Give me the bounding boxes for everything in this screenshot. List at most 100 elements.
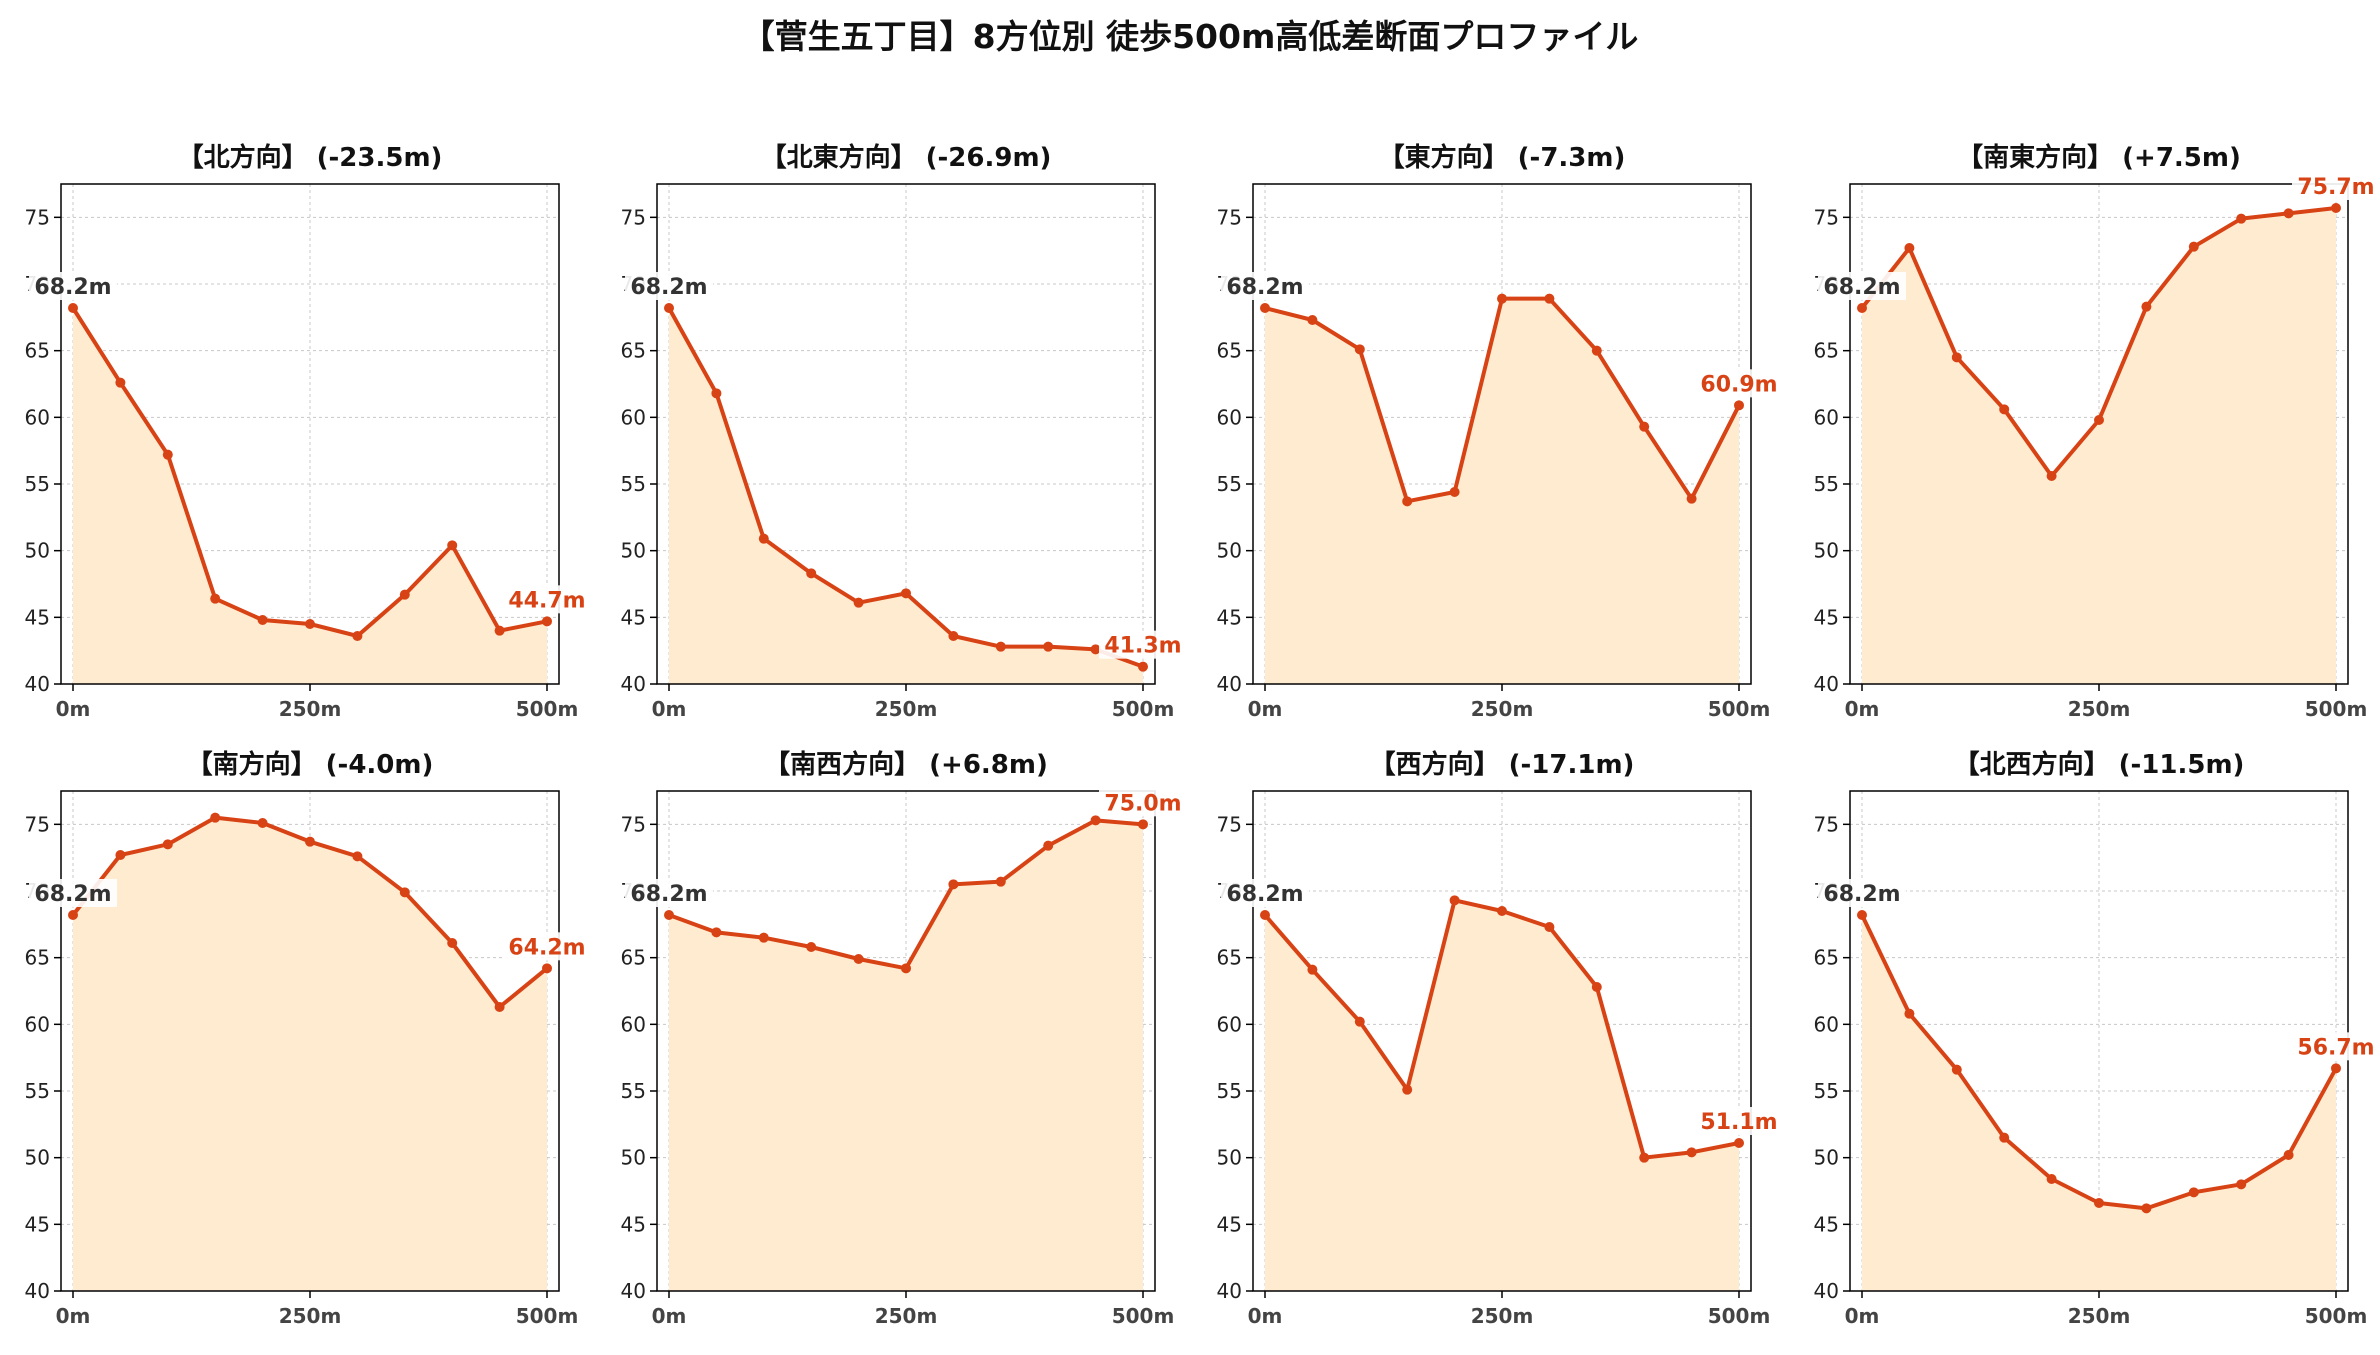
x-tick-label: 0m: [56, 1304, 91, 1328]
start-label-background: [29, 879, 117, 907]
data-point: [853, 954, 864, 964]
chart-svg: 【南東方向】 (+7.5m)40455055606570750m250m500m…: [1814, 142, 2380, 721]
y-tick-label: 75: [621, 812, 646, 836]
x-tick-label: 0m: [652, 1304, 687, 1328]
y-tick-label: 50: [1217, 539, 1242, 563]
y-tick-label: 40: [1217, 672, 1242, 696]
panel-title: 【北西方向】 (-11.5m): [1954, 749, 2245, 780]
start-elevation-label: 68.2m: [1226, 275, 1303, 300]
chart-panel: 【北西方向】 (-11.5m)40455055606570750m250m500…: [1790, 731, 2380, 1355]
data-point: [1951, 1064, 1962, 1075]
y-tick-label: 55: [25, 472, 50, 496]
y-tick-label: 60: [1217, 405, 1242, 429]
x-tick-label: 500m: [2305, 1304, 2368, 1328]
data-point: [1497, 906, 1507, 916]
chart-svg: 【南方向】 (-4.0m)40455055606570750m250m500m6…: [25, 749, 591, 1328]
y-tick-label: 55: [1814, 472, 1839, 496]
data-point: [1544, 922, 1555, 932]
end-label-background: [1695, 1107, 1783, 1135]
data-point: [1999, 1132, 2010, 1143]
data-point: [399, 589, 410, 600]
data-point: [948, 879, 959, 890]
y-tick-label: 40: [1217, 1279, 1242, 1303]
data-point: [1090, 815, 1101, 826]
data-point: [2236, 213, 2247, 224]
chart-panel: 【南東方向】 (+7.5m)40455055606570750m250m500m…: [1790, 124, 2380, 748]
data-point: [257, 615, 268, 625]
end-label-background: [503, 932, 591, 961]
data-point: [352, 631, 363, 641]
y-tick-label: 60: [25, 1012, 50, 1036]
start-label-background: [29, 272, 117, 300]
data-point: [68, 910, 78, 920]
data-point: [2188, 1187, 2199, 1198]
data-point: [542, 616, 552, 627]
data-point: [447, 938, 458, 948]
x-tick-label: 250m: [875, 697, 938, 721]
y-tick-label: 65: [1217, 946, 1242, 970]
plot-area: 【西方向】 (-17.1m)40455055606570750m250m500m…: [1217, 749, 1783, 1328]
y-tick-label: 75: [1217, 205, 1242, 229]
data-point: [1260, 910, 1270, 920]
data-point: [1857, 303, 1867, 313]
end-label-background: [1695, 369, 1783, 398]
elevation-area: [1862, 208, 2336, 684]
y-tick-label: 55: [1217, 472, 1242, 496]
data-point: [1307, 315, 1318, 325]
x-tick-label: 250m: [2068, 697, 2131, 721]
data-point: [447, 540, 458, 551]
data-point: [2094, 415, 2104, 425]
y-tick-label: 50: [25, 1146, 50, 1170]
y-tick-label: 40: [621, 1279, 646, 1303]
data-point: [1354, 1016, 1365, 1027]
data-point: [542, 963, 552, 974]
data-point: [1449, 895, 1460, 906]
data-point: [711, 388, 722, 399]
data-point: [2094, 1198, 2104, 1208]
y-tick-label: 55: [621, 472, 646, 496]
data-point: [1497, 293, 1507, 304]
elevation-area: [669, 820, 1143, 1291]
data-point: [1402, 1084, 1413, 1095]
y-tick-label: 65: [621, 339, 646, 363]
start-label-background: [1818, 879, 1906, 907]
start-label-background: [1818, 272, 1906, 300]
data-point: [162, 839, 173, 850]
y-tick-label: 55: [25, 1079, 50, 1103]
end-elevation-label: 64.2m: [508, 935, 585, 960]
panel-title: 【南西方向】 (+6.8m): [764, 749, 1048, 780]
data-point: [1686, 493, 1697, 504]
data-point: [1951, 352, 1962, 363]
y-tick-label: 75: [1814, 812, 1839, 836]
start-elevation-label: 68.2m: [630, 275, 707, 300]
y-tick-label: 55: [1814, 1079, 1839, 1103]
data-point: [305, 619, 315, 629]
data-point: [1138, 819, 1148, 830]
y-tick-label: 75: [1217, 812, 1242, 836]
elevation-area: [1265, 900, 1739, 1291]
y-tick-label: 45: [1814, 1212, 1839, 1236]
data-point: [399, 887, 410, 898]
elevation-area: [73, 308, 547, 684]
y-tick-label: 65: [25, 339, 50, 363]
data-point: [758, 533, 769, 544]
data-point: [1904, 243, 1915, 253]
end-elevation-label: 51.1m: [1700, 1110, 1777, 1135]
x-tick-label: 0m: [56, 697, 91, 721]
chart-panel: 【北方向】 (-23.5m)40455055606570750m250m500m…: [1, 124, 619, 748]
data-point: [2283, 1150, 2294, 1160]
chart-svg: 【北方向】 (-23.5m)40455055606570750m250m500m…: [25, 142, 591, 721]
x-tick-label: 250m: [2068, 1304, 2131, 1328]
data-point: [853, 597, 864, 608]
x-tick-label: 500m: [1708, 697, 1771, 721]
elevation-area: [73, 817, 547, 1291]
data-point: [901, 588, 911, 599]
y-tick-label: 75: [25, 205, 50, 229]
y-tick-label: 60: [1217, 1012, 1242, 1036]
start-elevation-label: 68.2m: [1823, 275, 1900, 300]
data-point: [1354, 344, 1365, 355]
panel-title: 【東方向】 (-7.3m): [1379, 142, 1626, 173]
chart-panel: 【西方向】 (-17.1m)40455055606570750m250m500m…: [1193, 731, 1811, 1355]
y-tick-label: 40: [25, 672, 50, 696]
start-elevation-label: 68.2m: [34, 882, 111, 907]
